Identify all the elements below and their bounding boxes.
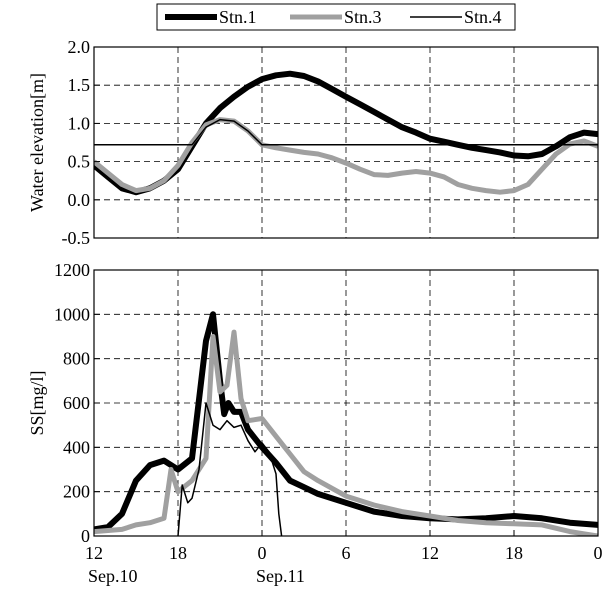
x-date-label: Sep.11 xyxy=(256,566,305,586)
x-date-label: Sep.10 xyxy=(88,566,138,586)
y-tick-label: 0.5 xyxy=(68,152,91,172)
panel-2: 0 200 400 600 800 1000 1200 SS[mg/l] 12 18 0 6 12 18 0… xyxy=(27,260,603,586)
x-tick-label: 6 xyxy=(342,543,351,563)
series-Stn.4 xyxy=(94,118,598,146)
y-tick-label: 0.0 xyxy=(68,190,91,210)
y-tick-label: 600 xyxy=(63,393,90,413)
x-tick-label: 0 xyxy=(258,543,267,563)
x-tick-label: 18 xyxy=(505,543,523,563)
y-tick-label: 1.0 xyxy=(68,113,91,133)
y-tick-label: 800 xyxy=(63,349,90,369)
y-tick-label: 1000 xyxy=(54,304,90,324)
series-Stn.3 xyxy=(94,117,598,195)
plot-frame xyxy=(93,46,599,239)
x-tick-label: 12 xyxy=(85,543,103,563)
y-tick-label: 400 xyxy=(63,437,90,457)
y-tick-label: 1200 xyxy=(54,260,90,280)
y-axis-label: SS[mg/l] xyxy=(27,370,47,435)
y-tick-label: 2.0 xyxy=(68,37,91,57)
legend-label-Stn.4: Stn.4 xyxy=(464,7,502,27)
series-Stn.1 xyxy=(94,70,598,196)
series-Stn.3 xyxy=(94,329,598,536)
y-axis-label: Water elevation[m] xyxy=(27,73,47,212)
legend-label-Stn.1: Stn.1 xyxy=(219,7,257,27)
y-tick-label: 0 xyxy=(81,526,90,546)
y-tick-label: -0.5 xyxy=(62,228,91,248)
y-tick-label: 200 xyxy=(63,482,90,502)
y-tick-label: 1.5 xyxy=(68,75,91,95)
panel-1: -0.5 0.0 0.5 1.0 1.5 2.0 Water elevation[m] xyxy=(27,37,599,248)
x-tick-label: 18 xyxy=(169,543,187,563)
series-Stn.4 xyxy=(177,402,283,536)
legend-label-Stn.3: Stn.3 xyxy=(344,7,382,27)
legend: Stn.1 Stn.3 Stn.4 xyxy=(156,3,516,31)
x-tick-label: 12 xyxy=(421,543,439,563)
x-tick-label: 0 xyxy=(594,543,603,563)
